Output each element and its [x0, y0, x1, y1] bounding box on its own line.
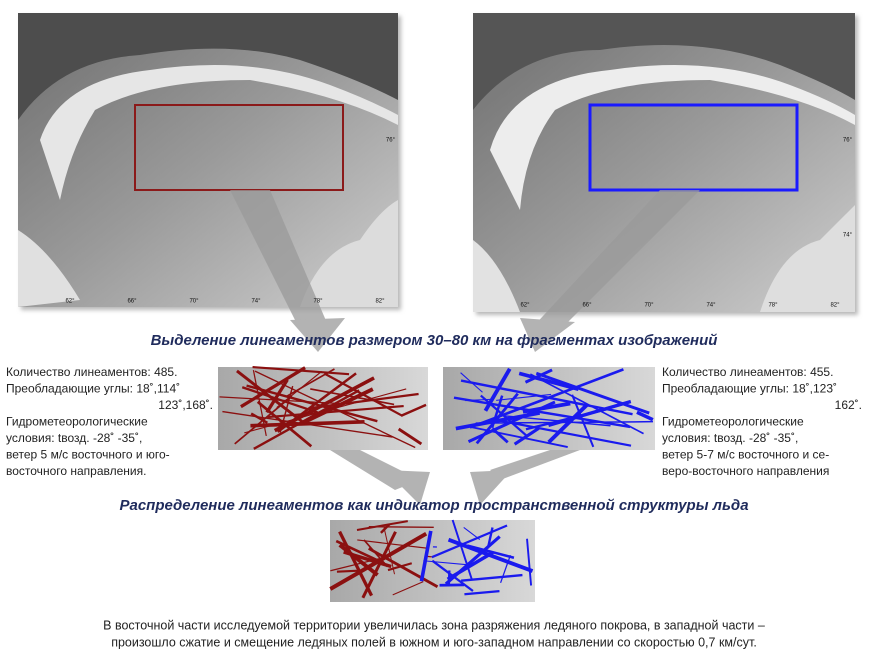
lineament: [529, 373, 644, 435]
lineament: [491, 427, 509, 444]
lineament: [336, 569, 365, 573]
left-map: [18, 13, 398, 307]
lineament: [518, 371, 579, 391]
lineament: [431, 524, 508, 559]
note-line: Преобладающие углы: 18˚,114˚: [6, 382, 180, 396]
lineament: [636, 410, 654, 422]
lineament: [535, 371, 650, 415]
lineament: [526, 538, 533, 586]
arrows: [230, 190, 700, 505]
lineament: [267, 404, 404, 419]
lineament: [400, 403, 427, 417]
lineament: [250, 412, 268, 424]
lineament: [524, 368, 553, 384]
lineament: [361, 531, 397, 599]
map-label: 76°: [843, 138, 853, 144]
note-line: ветер 5 м/с восточного и юго-: [6, 448, 170, 462]
lineament: [547, 403, 589, 444]
map-label: 66°: [127, 299, 137, 305]
lineament: [338, 530, 374, 597]
map-label: 78°: [313, 299, 323, 305]
map-label: 70°: [189, 299, 199, 305]
lineament: [380, 523, 391, 534]
map-label: 70°: [644, 303, 654, 309]
note-line: условия: tвозд. -28˚ -35˚,: [6, 431, 142, 445]
map-label: 74°: [251, 299, 261, 305]
note-line: Преобладающие углы: 18˚,123˚: [662, 382, 837, 396]
map-label: 62°: [520, 303, 530, 309]
map-label: 76°: [386, 138, 396, 144]
lineament: [240, 366, 306, 409]
lineament: [252, 369, 267, 437]
lineament: [419, 530, 433, 582]
note-line: 123˚,168˚.: [158, 398, 213, 412]
conclusion-line: произошло сжатие и смещение ледяных поле…: [111, 635, 757, 649]
map-label: 66°: [582, 303, 592, 309]
map-label: 82°: [830, 303, 840, 309]
lineament: [356, 520, 408, 531]
lineament: [496, 393, 552, 401]
lineament: [525, 407, 610, 431]
lineament: [491, 418, 632, 447]
heading: Распределение линеаментов как индикатор …: [119, 497, 748, 514]
lineament: [446, 550, 494, 581]
note-line: ветер 5-7 м/с восточного и се-: [662, 448, 829, 462]
lineament: [309, 392, 419, 410]
map-label: 78°: [768, 303, 778, 309]
map-label: 74°: [706, 303, 716, 309]
note-line: Количество линеаментов: 485.: [6, 365, 177, 379]
note-line: 162˚.: [835, 398, 862, 412]
note-line: условия: tвозд. -28˚ -35˚,: [662, 431, 798, 445]
lineament: [460, 573, 523, 582]
conclusion-line: В восточной части исследуемой территории…: [103, 618, 765, 632]
lineament: [475, 420, 653, 424]
lineament: [222, 410, 393, 438]
lineament: [368, 525, 434, 529]
lineament: [338, 543, 379, 577]
lineament: [486, 527, 494, 549]
lineament: [500, 554, 511, 584]
note-line: веро-восточного направления: [662, 464, 829, 478]
lineament: [265, 378, 289, 414]
lineament: [310, 388, 395, 406]
lineament: [357, 539, 428, 549]
lineament: [285, 368, 335, 398]
lineament: [513, 427, 540, 446]
lineament: [475, 392, 519, 445]
map-label: 62°: [65, 299, 75, 305]
note-line: восточного направления.: [6, 464, 146, 478]
note-line: Гидрометеорологические: [6, 415, 148, 429]
heading: Выделение линеаментов размером 30–80 км …: [151, 332, 718, 349]
lineament: [236, 369, 306, 425]
right-map: [473, 13, 855, 312]
lineament: [397, 427, 423, 446]
lineament: [451, 519, 473, 580]
lineament: [383, 527, 395, 575]
map-label: 74°: [843, 233, 853, 239]
lineament: [423, 560, 472, 566]
lineament: [279, 385, 294, 433]
lineament: [501, 414, 611, 427]
lineament: [276, 370, 323, 408]
map-label: 82°: [375, 299, 385, 305]
lineament: [219, 396, 342, 405]
lineament: [465, 398, 491, 402]
lineament: [392, 581, 424, 596]
note-line: Количество линеаментов: 455.: [662, 365, 833, 379]
lineament: [571, 394, 595, 448]
lineament: [463, 527, 481, 540]
lineament: [335, 539, 386, 565]
note-line: Гидрометеорологические: [662, 415, 804, 429]
lineament: [299, 387, 374, 426]
lineament: [368, 547, 439, 589]
lineament: [464, 590, 500, 596]
